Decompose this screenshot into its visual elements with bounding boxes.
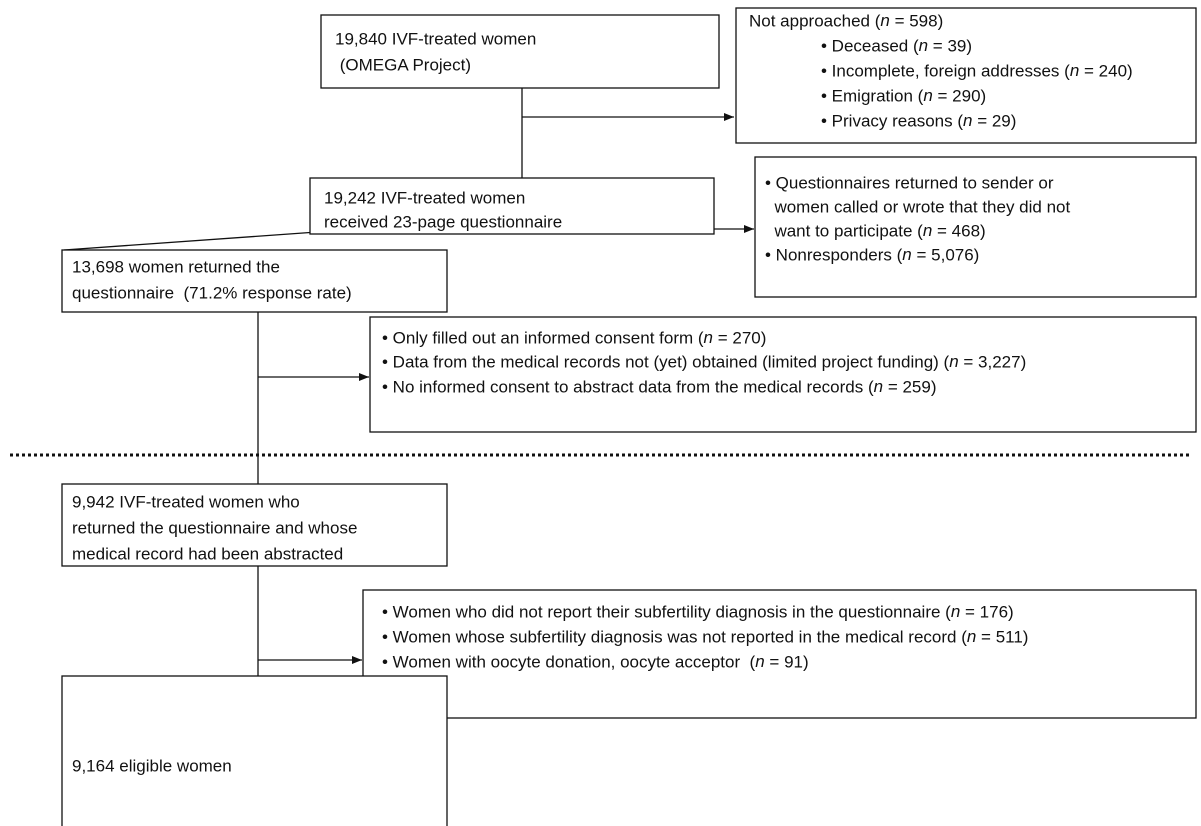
node-text: 13,698 women returned the — [72, 257, 280, 276]
node-text: want to participate (n = 468) — [765, 221, 986, 240]
node-box — [754, 156, 1197, 298]
node-box — [61, 675, 448, 826]
node-text: • Privacy reasons (n = 29) — [821, 111, 1016, 130]
node-text: • Deceased (n = 39) — [821, 36, 972, 55]
node-box — [362, 589, 1197, 719]
node-text: 19,840 IVF-treated women — [335, 29, 536, 48]
node-text: • Women whose subfertility diagnosis was… — [382, 627, 1028, 646]
node-text: received 23-page questionnaire — [324, 212, 562, 231]
node-text: Not approached (n = 598) — [749, 11, 943, 30]
node-text: • Data from the medical records not (yet… — [382, 352, 1026, 371]
node-box — [320, 14, 720, 89]
node-text: (OMEGA Project) — [335, 55, 471, 74]
boxes: 19,840 IVF-treated women (OMEGA Project)… — [61, 7, 1197, 826]
node-box — [735, 7, 1197, 144]
node-text: women called or wrote that they did not — [765, 197, 1070, 216]
node-box — [369, 316, 1197, 433]
node-text: • Questionnaires returned to sender or — [765, 173, 1054, 192]
node-text: • Nonresponders (n = 5,076) — [765, 245, 979, 264]
node-text: • Women who did not report their subfert… — [382, 602, 1014, 621]
node-text: returned the questionnaire and whose — [72, 518, 357, 537]
node-text: • Only filled out an informed consent fo… — [382, 328, 766, 347]
node-text: questionnaire (71.2% response rate) — [72, 283, 352, 302]
node-text: 9,942 IVF-treated women who — [72, 492, 300, 511]
node-text: 19,242 IVF-treated women — [324, 188, 525, 207]
node-text: • No informed consent to abstract data f… — [382, 377, 937, 396]
node-box — [61, 483, 448, 567]
node-text: • Women with oocyte donation, oocyte acc… — [382, 652, 809, 671]
node-text: • Emigration (n = 290) — [821, 86, 986, 105]
node-box — [309, 177, 715, 235]
node-box — [61, 249, 448, 313]
node-text: medical record had been abstracted — [72, 544, 343, 563]
node-text: 9,164 eligible women — [72, 756, 232, 775]
node-text: • Incomplete, foreign addresses (n = 240… — [821, 61, 1133, 80]
